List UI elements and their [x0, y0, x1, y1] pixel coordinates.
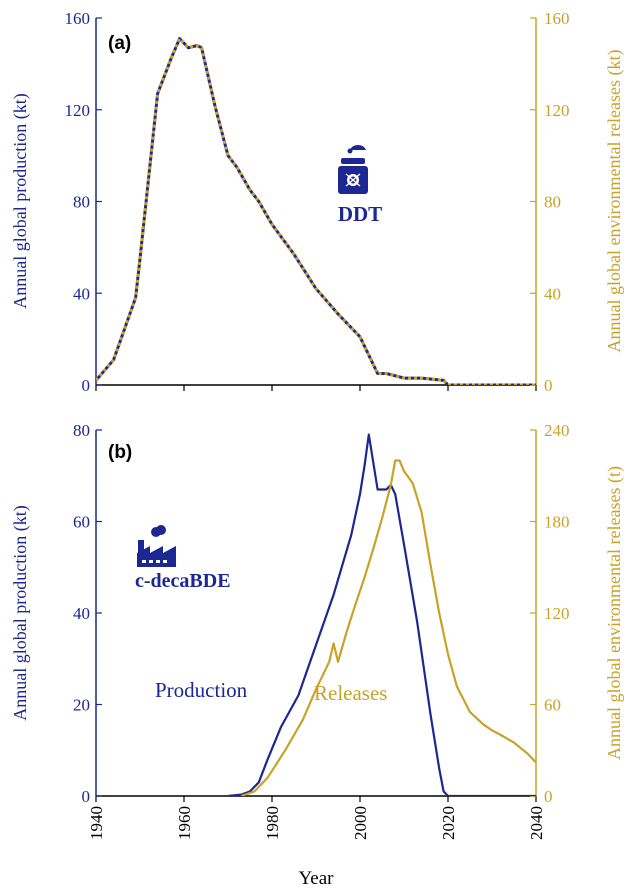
- left-y-tick-label: 40: [73, 284, 90, 303]
- panel-b-decabde: 1940 1960 1980 2000 2020 20400204060800601201…: [10, 421, 625, 840]
- panel-a-ddt: 0 40 80 120 160 0 40 80 120 160 (a) DDT Annual gl…: [10, 9, 625, 395]
- panel-b-ylabel-right: Annual global environmental releases (t): [604, 466, 625, 760]
- releases-line: [240, 459, 536, 796]
- panel-a-ylabel-right: Annual global environmental releases (kt…: [604, 50, 625, 353]
- right-y-tick-label: 0: [544, 787, 553, 806]
- x-tick-label: 2040: [527, 806, 546, 840]
- right-y-tick-label: 120: [544, 101, 570, 120]
- left-y-tick-label: 0: [82, 787, 91, 806]
- left-y-tick-label: 40: [73, 604, 90, 623]
- right-y-tick-label: 120: [544, 604, 570, 623]
- releases-series-label: Releases: [314, 681, 387, 705]
- left-y-tick-label: 20: [73, 696, 90, 715]
- releases-line: [96, 37, 536, 385]
- production-series-label: Production: [155, 678, 248, 702]
- x-tick-label: 2020: [439, 806, 458, 840]
- x-tick-label: 1980: [263, 806, 282, 840]
- x-axis-label: Year: [298, 868, 334, 889]
- production-line: [227, 433, 536, 796]
- left-y-tick-label: 80: [73, 193, 90, 212]
- left-y-tick-label: 160: [65, 9, 91, 28]
- panel-b-annotation: c-decaBDE: [135, 570, 231, 592]
- panel-a-label: (a): [108, 33, 131, 54]
- right-y-tick-label: 240: [544, 421, 570, 440]
- right-y-tick-label: 160: [544, 9, 570, 28]
- spray-can-icon: [338, 145, 368, 194]
- left-y-tick-label: 0: [82, 376, 91, 395]
- left-y-tick-label: 120: [65, 101, 91, 120]
- production-line: [96, 37, 536, 385]
- left-y-tick-label: 60: [73, 513, 90, 532]
- right-y-tick-label: 180: [544, 513, 570, 532]
- panel-a-series: [96, 37, 536, 385]
- factory-icon: [137, 525, 176, 567]
- left-y-tick-label: 80: [73, 421, 90, 440]
- x-tick-label: 2000: [351, 806, 370, 840]
- right-y-tick-label: 80: [544, 193, 561, 212]
- right-y-tick-label: 40: [544, 284, 561, 303]
- x-tick-label: 1940: [87, 806, 106, 840]
- x-tick-label: 1960: [175, 806, 194, 840]
- right-y-tick-label: 60: [544, 696, 561, 715]
- panel-b-series: [227, 433, 536, 796]
- panel-a-ylabel-left: Annual global production (kt): [10, 93, 31, 308]
- panel-a-axes: 0 40 80 120 160 0 40 80 120 160: [65, 9, 570, 395]
- panel-b-ylabel-left: Annual global production (kt): [10, 505, 31, 720]
- panel-b-label: (b): [108, 442, 132, 463]
- panel-a-annotation: DDT: [338, 202, 382, 226]
- right-y-tick-label: 0: [544, 376, 553, 395]
